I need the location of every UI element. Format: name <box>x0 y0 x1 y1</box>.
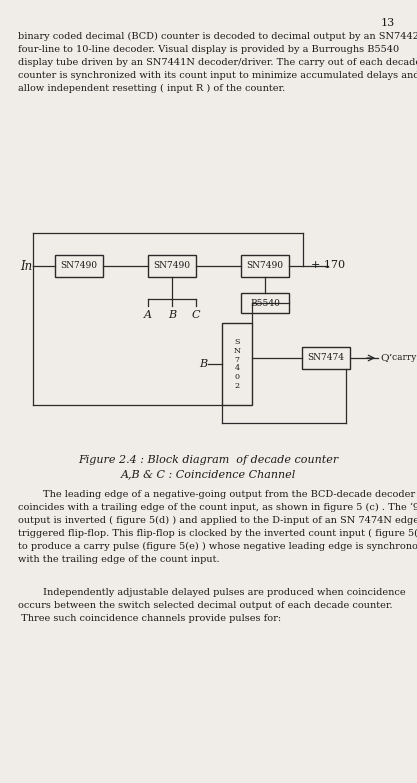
Text: Three such coincidence channels provide pulses for:: Three such coincidence channels provide … <box>18 614 281 623</box>
Text: triggered flip-flop. This flip-flop is clocked by the inverted count input ( fig: triggered flip-flop. This flip-flop is c… <box>18 529 417 538</box>
FancyBboxPatch shape <box>148 255 196 277</box>
Text: SN7490: SN7490 <box>153 262 191 270</box>
Text: allow independent resetting ( input R ) of the counter.: allow independent resetting ( input R ) … <box>18 84 285 93</box>
Text: carry out: carry out <box>392 353 417 363</box>
FancyBboxPatch shape <box>55 255 103 277</box>
Text: B5540: B5540 <box>250 298 280 308</box>
Text: coincides with a trailing edge of the count input, as shown in figure 5 (c) . Th: coincides with a trailing edge of the co… <box>18 503 417 512</box>
Text: to produce a carry pulse (figure 5(e) ) whose negative leading edge is synchrono: to produce a carry pulse (figure 5(e) ) … <box>18 542 417 551</box>
Text: SN7474: SN7474 <box>307 353 344 363</box>
Text: with the trailing edge of the count input.: with the trailing edge of the count inpu… <box>18 555 220 564</box>
Text: display tube driven by an SN7441N decoder/driver. The carry out of each decade: display tube driven by an SN7441N decode… <box>18 58 417 67</box>
Text: SN7490: SN7490 <box>246 262 284 270</box>
Text: A: A <box>144 310 152 320</box>
Text: B: B <box>199 359 207 369</box>
Text: The leading edge of a negative-going output from the BCD-decade decoder: The leading edge of a negative-going out… <box>18 490 415 499</box>
Text: In: In <box>20 259 32 272</box>
Text: S
N
7
4
0
2: S N 7 4 0 2 <box>234 338 241 389</box>
FancyBboxPatch shape <box>241 293 289 313</box>
Text: C: C <box>192 310 200 320</box>
Text: + 170: + 170 <box>311 260 345 270</box>
Text: occurs between the switch selected decimal output of each decade counter.: occurs between the switch selected decim… <box>18 601 393 610</box>
Text: 13: 13 <box>381 18 395 28</box>
FancyBboxPatch shape <box>302 347 350 369</box>
Text: counter is synchronized with its count input to minimize accumulated delays and : counter is synchronized with its count i… <box>18 71 417 80</box>
Text: four-line to 10-line decoder. Visual display is provided by a Burroughs B5540: four-line to 10-line decoder. Visual dis… <box>18 45 399 54</box>
Text: Figure 2.4 : Block diagram  of decade counter: Figure 2.4 : Block diagram of decade cou… <box>78 455 338 465</box>
Text: A,B & C : Coincidence Channel: A,B & C : Coincidence Channel <box>121 469 296 479</box>
Text: Independently adjustable delayed pulses are produced when coincidence: Independently adjustable delayed pulses … <box>18 588 406 597</box>
Text: B: B <box>168 310 176 320</box>
Text: Q’: Q’ <box>380 353 392 363</box>
FancyBboxPatch shape <box>222 323 252 405</box>
FancyBboxPatch shape <box>241 255 289 277</box>
Text: output is inverted ( figure 5(d) ) and applied to the D-input of an SN 7474N edg: output is inverted ( figure 5(d) ) and a… <box>18 516 417 525</box>
Text: binary coded decimal (BCD) counter is decoded to decimal output by an SN7442N: binary coded decimal (BCD) counter is de… <box>18 32 417 41</box>
Text: SN7490: SN7490 <box>60 262 98 270</box>
